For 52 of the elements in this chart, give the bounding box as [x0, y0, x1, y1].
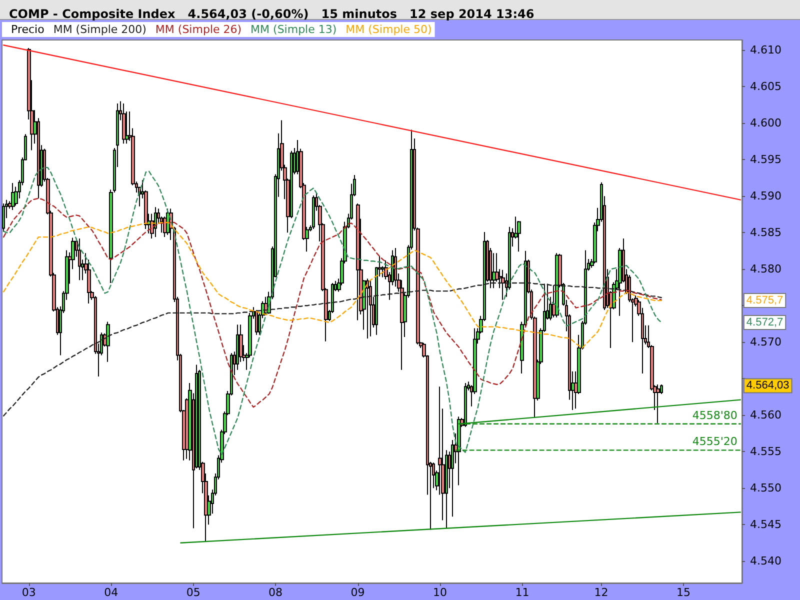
chart-title: COMP - Composite Index 4.564,03 (-0,60%) 15 minutos 12 sep 2014 13:46	[9, 7, 534, 21]
y-tick-label: 4.590	[750, 190, 782, 203]
x-tick-label: 04	[104, 586, 118, 599]
x-tick-label: 12	[594, 586, 608, 599]
candlestick	[517, 220, 521, 252]
y-tick-label: 4.605	[750, 80, 782, 94]
y-tick-label: 4.585	[750, 226, 782, 240]
y-tick-label: 4.595	[750, 153, 782, 166]
candlestick	[501, 269, 505, 300]
candlestick	[122, 102, 126, 144]
candlestick	[312, 194, 315, 230]
text: MM (Simple 13)	[250, 23, 337, 36]
y-tick-label: 4.545	[750, 518, 782, 532]
x-tick-label: 09	[350, 586, 365, 599]
candlestick	[106, 321, 110, 362]
y-tick-label: 4.550	[750, 482, 782, 495]
series-label: Precio	[11, 23, 45, 36]
candlestick	[366, 278, 369, 340]
x-tick-label: 03	[22, 586, 36, 599]
candlestick	[464, 382, 467, 428]
line-series	[2, 282, 662, 416]
text: MM (Simple 50)	[346, 23, 432, 36]
y-tick-label: 4.560	[750, 408, 782, 422]
candlestick	[2, 202, 5, 232]
x-tick-label: 05	[186, 586, 200, 599]
candlestick	[78, 238, 81, 281]
x-tick-label: 08	[268, 586, 283, 599]
annotation: 4558'80	[692, 408, 738, 422]
y-tick-label: 4.555	[750, 445, 782, 458]
candlestick	[255, 310, 258, 336]
y-tick-label: 4.600	[750, 116, 782, 130]
line-series	[2, 198, 662, 408]
y-tick-label: 4.540	[750, 554, 782, 568]
line-series	[2, 166, 662, 456]
y-tick-label: 4.610	[750, 44, 782, 57]
text: MM (Simple 200)	[53, 23, 146, 36]
text: MM (Simple 26)	[155, 23, 242, 36]
candlestick	[369, 280, 372, 337]
x-tick-label: 11	[515, 586, 530, 599]
x-tick-label: 10	[432, 586, 447, 599]
annotation: 4.572,7	[746, 316, 784, 328]
candlestick	[457, 416, 461, 486]
annotation: 4.575,7	[746, 294, 784, 307]
x-tick-label: 15	[676, 586, 690, 599]
annotation: 4555'20	[692, 435, 738, 448]
candlestick	[11, 182, 15, 211]
y-tick-label: 4.580	[750, 262, 782, 276]
y-tick-label: 4.570	[750, 336, 782, 349]
candlestick	[656, 384, 660, 424]
text: 4.564,03	[746, 380, 790, 392]
line-series	[2, 222, 662, 349]
candlestick	[356, 202, 360, 321]
